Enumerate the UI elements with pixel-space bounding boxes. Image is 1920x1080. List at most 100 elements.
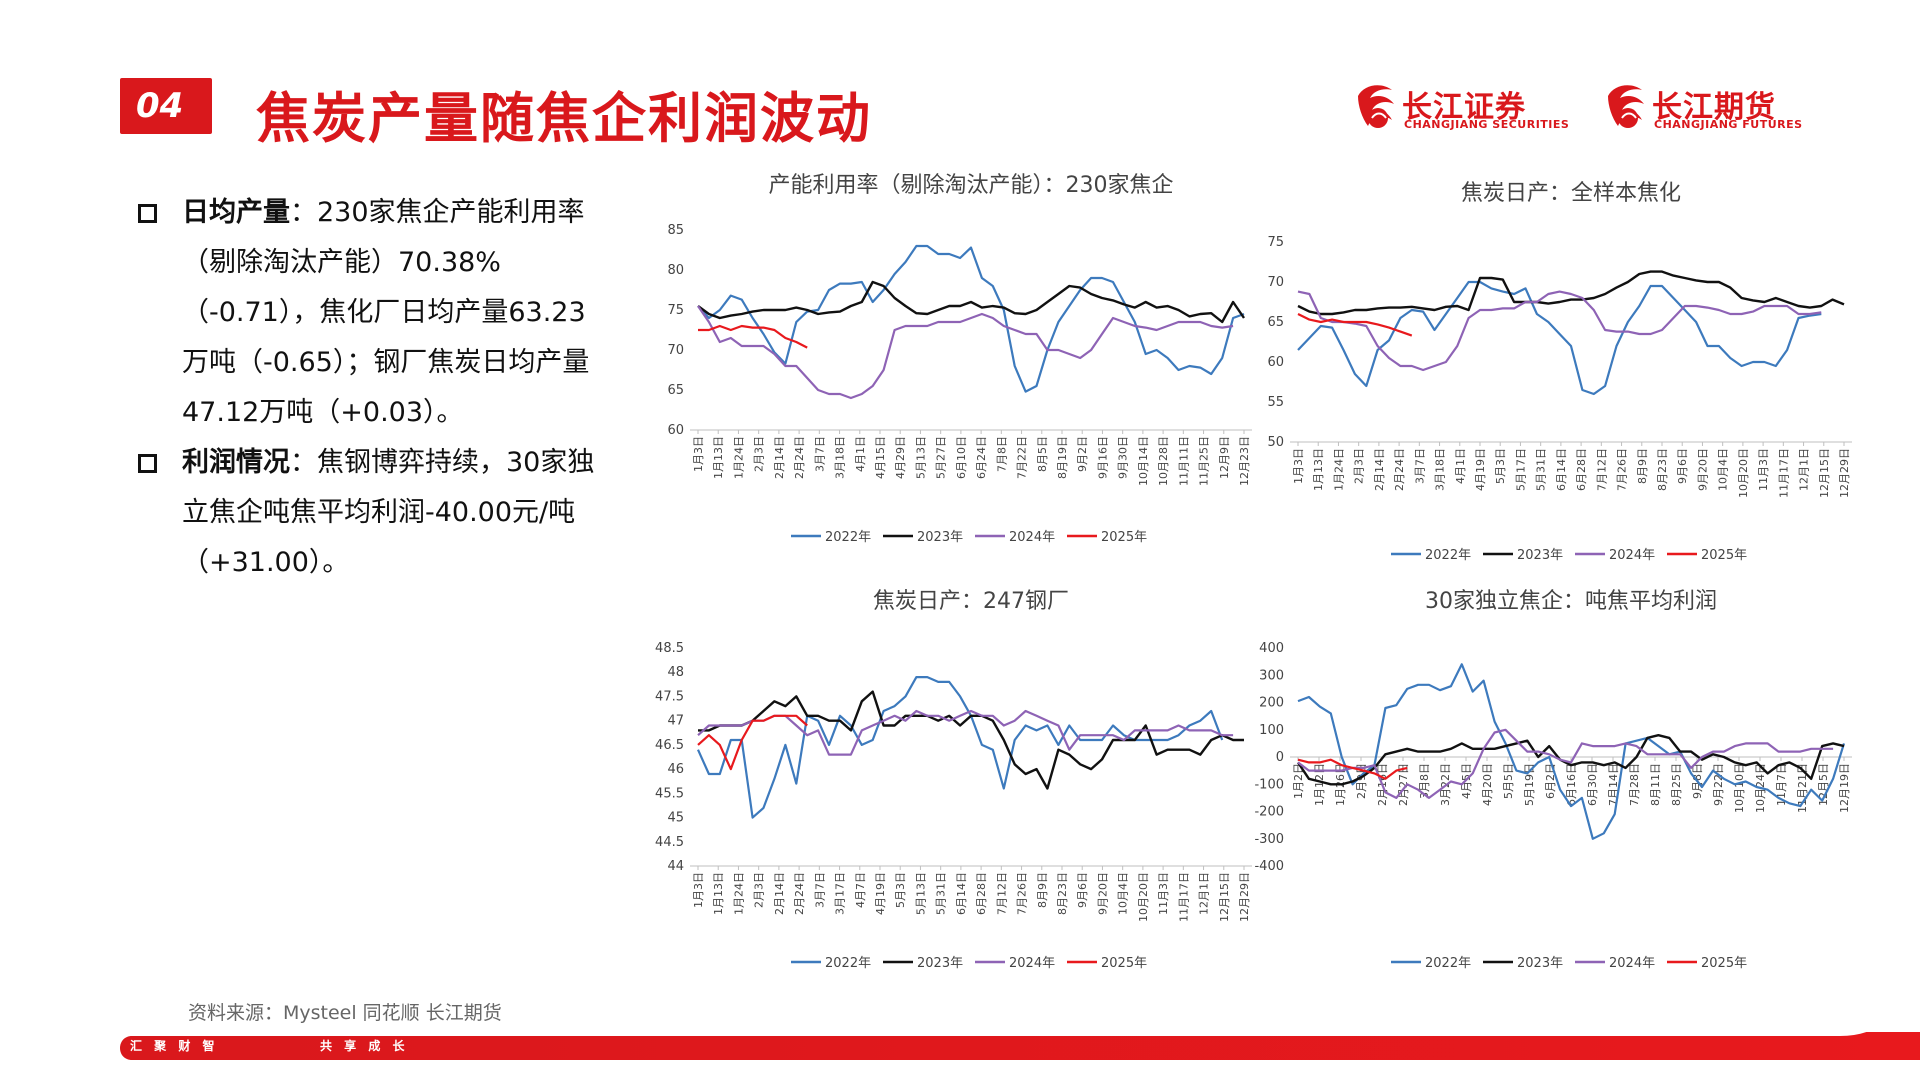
x-tick-label: 5月13日 xyxy=(914,436,927,479)
x-tick-label: 10月10日 xyxy=(1733,763,1746,813)
x-tick-label: 2月3日 xyxy=(753,436,766,472)
logo-en: CHANGJIANG SECURITIES xyxy=(1404,118,1570,131)
footer-bar xyxy=(120,1032,1920,1060)
x-tick-label: 5月19日 xyxy=(1523,763,1536,806)
x-tick-label: 5月17日 xyxy=(1514,448,1527,491)
series-line-2025年 xyxy=(1297,313,1413,337)
y-tick-label: -300 xyxy=(1254,832,1284,847)
x-tick-label: 11月17日 xyxy=(1777,448,1790,498)
x-tick-label: 9月22日 xyxy=(1712,763,1725,806)
chart-svg: 产能利用率（剔除淘汰产能）：230家焦企 60 65 70 75 80 85 1月3日 1月13… xyxy=(667,173,1252,545)
footer-slogan-right: 共 享 成 长 xyxy=(320,1039,409,1053)
x-tick-label: 12月1日 xyxy=(1798,448,1811,491)
x-tick-label: 7月26日 xyxy=(1016,872,1029,915)
legend-label: 2025年 xyxy=(1101,530,1147,545)
y-tick-label: 44.5 xyxy=(655,835,684,850)
series-line-2025年 xyxy=(1297,758,1408,780)
legend-label: 2023年 xyxy=(917,956,963,971)
x-tick-label: 5月3日 xyxy=(1494,448,1507,484)
x-tick-label: 2月24日 xyxy=(793,436,806,479)
legend-label: 2022年 xyxy=(1425,548,1471,563)
x-tick-label: 2月3日 xyxy=(753,872,766,908)
x-tick-label: 11月3日 xyxy=(1757,448,1770,491)
x-tick-label: 1月3日 xyxy=(692,436,705,472)
x-tick-label: 6月14日 xyxy=(1555,448,1568,491)
x-tick-label: 12月9日 xyxy=(1218,436,1231,479)
y-tick-label: 47.5 xyxy=(655,689,684,704)
checkbox-square-icon xyxy=(138,454,157,473)
x-tick-label: 9月30日 xyxy=(1117,436,1130,479)
series-line-2025年 xyxy=(697,714,808,771)
x-tick-label: 6月30日 xyxy=(1586,763,1599,806)
x-tick-label: 8月19日 xyxy=(1056,436,1069,479)
chart-svg: 焦炭日产：全样本焦化 50 55 60 65 70 75 1月3日 1月13日 1月24日 2月3日… xyxy=(1267,181,1852,563)
chart-coke-profit-30: 30家独立焦企：吨焦平均利润 -400 -300 -200 -100 0 100 200 300… xyxy=(1240,584,1860,984)
x-tick-label: 1月24日 xyxy=(732,872,745,915)
y-tick-label: 75 xyxy=(1267,235,1284,250)
x-tick-label: 6月14日 xyxy=(955,872,968,915)
x-tick-label: 12月5日 xyxy=(1817,763,1830,806)
x-tick-label: 2月24日 xyxy=(793,872,806,915)
chart-coke-daily-247-mills: 焦炭日产：247钢厂 44 44.5 45 45.5 46 46.5 47 47.5 48 48.5… xyxy=(640,584,1260,984)
x-tick-label: 8月9日 xyxy=(1036,872,1049,908)
x-tick-label: 12月29日 xyxy=(1238,872,1251,922)
bullet-label: 利润情况 xyxy=(182,447,290,478)
x-tick-label: 11月21日 xyxy=(1796,763,1809,813)
series-line-2022年 xyxy=(1297,663,1846,840)
y-tick-label: 200 xyxy=(1259,696,1284,711)
x-tick-label: 6月16日 xyxy=(1565,763,1578,806)
legend-label: 2025年 xyxy=(1701,548,1747,563)
y-tick-label: 46.5 xyxy=(655,738,684,753)
chart-title: 焦炭日产：全样本焦化 xyxy=(1461,181,1681,206)
y-tick-label: 50 xyxy=(1267,435,1284,450)
x-tick-label: 11月3日 xyxy=(1157,872,1170,915)
x-tick-label: 5月27日 xyxy=(935,436,948,479)
legend-label: 2023年 xyxy=(1517,548,1563,563)
y-tick-label: -200 xyxy=(1254,805,1284,820)
x-tick-label: 1月13日 xyxy=(712,436,725,479)
x-tick-label: 12月29日 xyxy=(1838,448,1851,498)
x-tick-label: 2月3日 xyxy=(1353,448,1366,484)
legend-label: 2022年 xyxy=(825,956,871,971)
y-tick-label: 300 xyxy=(1259,668,1284,683)
section-number-badge: 04 xyxy=(120,78,212,134)
y-tick-label: 48 xyxy=(667,665,684,680)
legend-label: 2025年 xyxy=(1701,956,1747,971)
x-tick-label: 10月20日 xyxy=(1137,872,1150,922)
bullet-daily-output: 日均产量：230家焦企产能利用率（剔除淘汰产能）70.38%（-0.71），焦化… xyxy=(136,188,596,438)
x-tick-label: 2月27日 xyxy=(1397,763,1410,806)
section-number: 04 xyxy=(136,86,184,126)
x-tick-label: 5月5日 xyxy=(1502,763,1515,799)
y-tick-label: 45.5 xyxy=(655,786,684,801)
x-tick-label: 9月6日 xyxy=(1076,872,1089,908)
logo-cn: 长江期货 xyxy=(1652,90,1776,125)
x-tick-label: 11月17日 xyxy=(1177,872,1190,922)
x-tick-label: 7月12日 xyxy=(995,872,1008,915)
y-tick-label: 100 xyxy=(1259,723,1284,738)
y-tick-label: 46 xyxy=(667,762,684,777)
logo-cn: 长江证券 xyxy=(1402,90,1526,125)
y-tick-label: -400 xyxy=(1254,859,1284,874)
y-tick-label: 55 xyxy=(1267,395,1284,410)
chart-capacity-utilization: 产能利用率（剔除淘汰产能）：230家焦企 60 65 70 75 80 85 1月3日 1月13… xyxy=(640,168,1260,558)
x-tick-label: 9月16日 xyxy=(1096,436,1109,479)
x-tick-label: 12月15日 xyxy=(1218,872,1231,922)
y-tick-label: 65 xyxy=(667,383,684,398)
y-tick-label: 48.5 xyxy=(655,641,684,656)
legend-label: 2024年 xyxy=(1609,548,1655,563)
x-tick-label: 2月14日 xyxy=(773,872,786,915)
legend-label: 2024年 xyxy=(1009,530,1055,545)
series-line-2022年 xyxy=(1297,280,1822,396)
y-tick-label: 44 xyxy=(667,859,684,874)
x-tick-label: 1月13日 xyxy=(712,872,725,915)
x-tick-label: 3月8日 xyxy=(1418,763,1431,799)
x-tick-label: 5月3日 xyxy=(894,872,907,908)
chart-title: 产能利用率（剔除淘汰产能）：230家焦企 xyxy=(769,173,1174,198)
x-tick-label: 4月19日 xyxy=(874,872,887,915)
x-tick-label: 4月29日 xyxy=(894,436,907,479)
changjiang-logo-icon xyxy=(1608,85,1644,128)
x-tick-label: 1月24日 xyxy=(732,436,745,479)
x-tick-label: 2月14日 xyxy=(1373,448,1386,491)
y-tick-label: 70 xyxy=(1267,275,1284,290)
x-tick-label: 4月15日 xyxy=(874,436,887,479)
